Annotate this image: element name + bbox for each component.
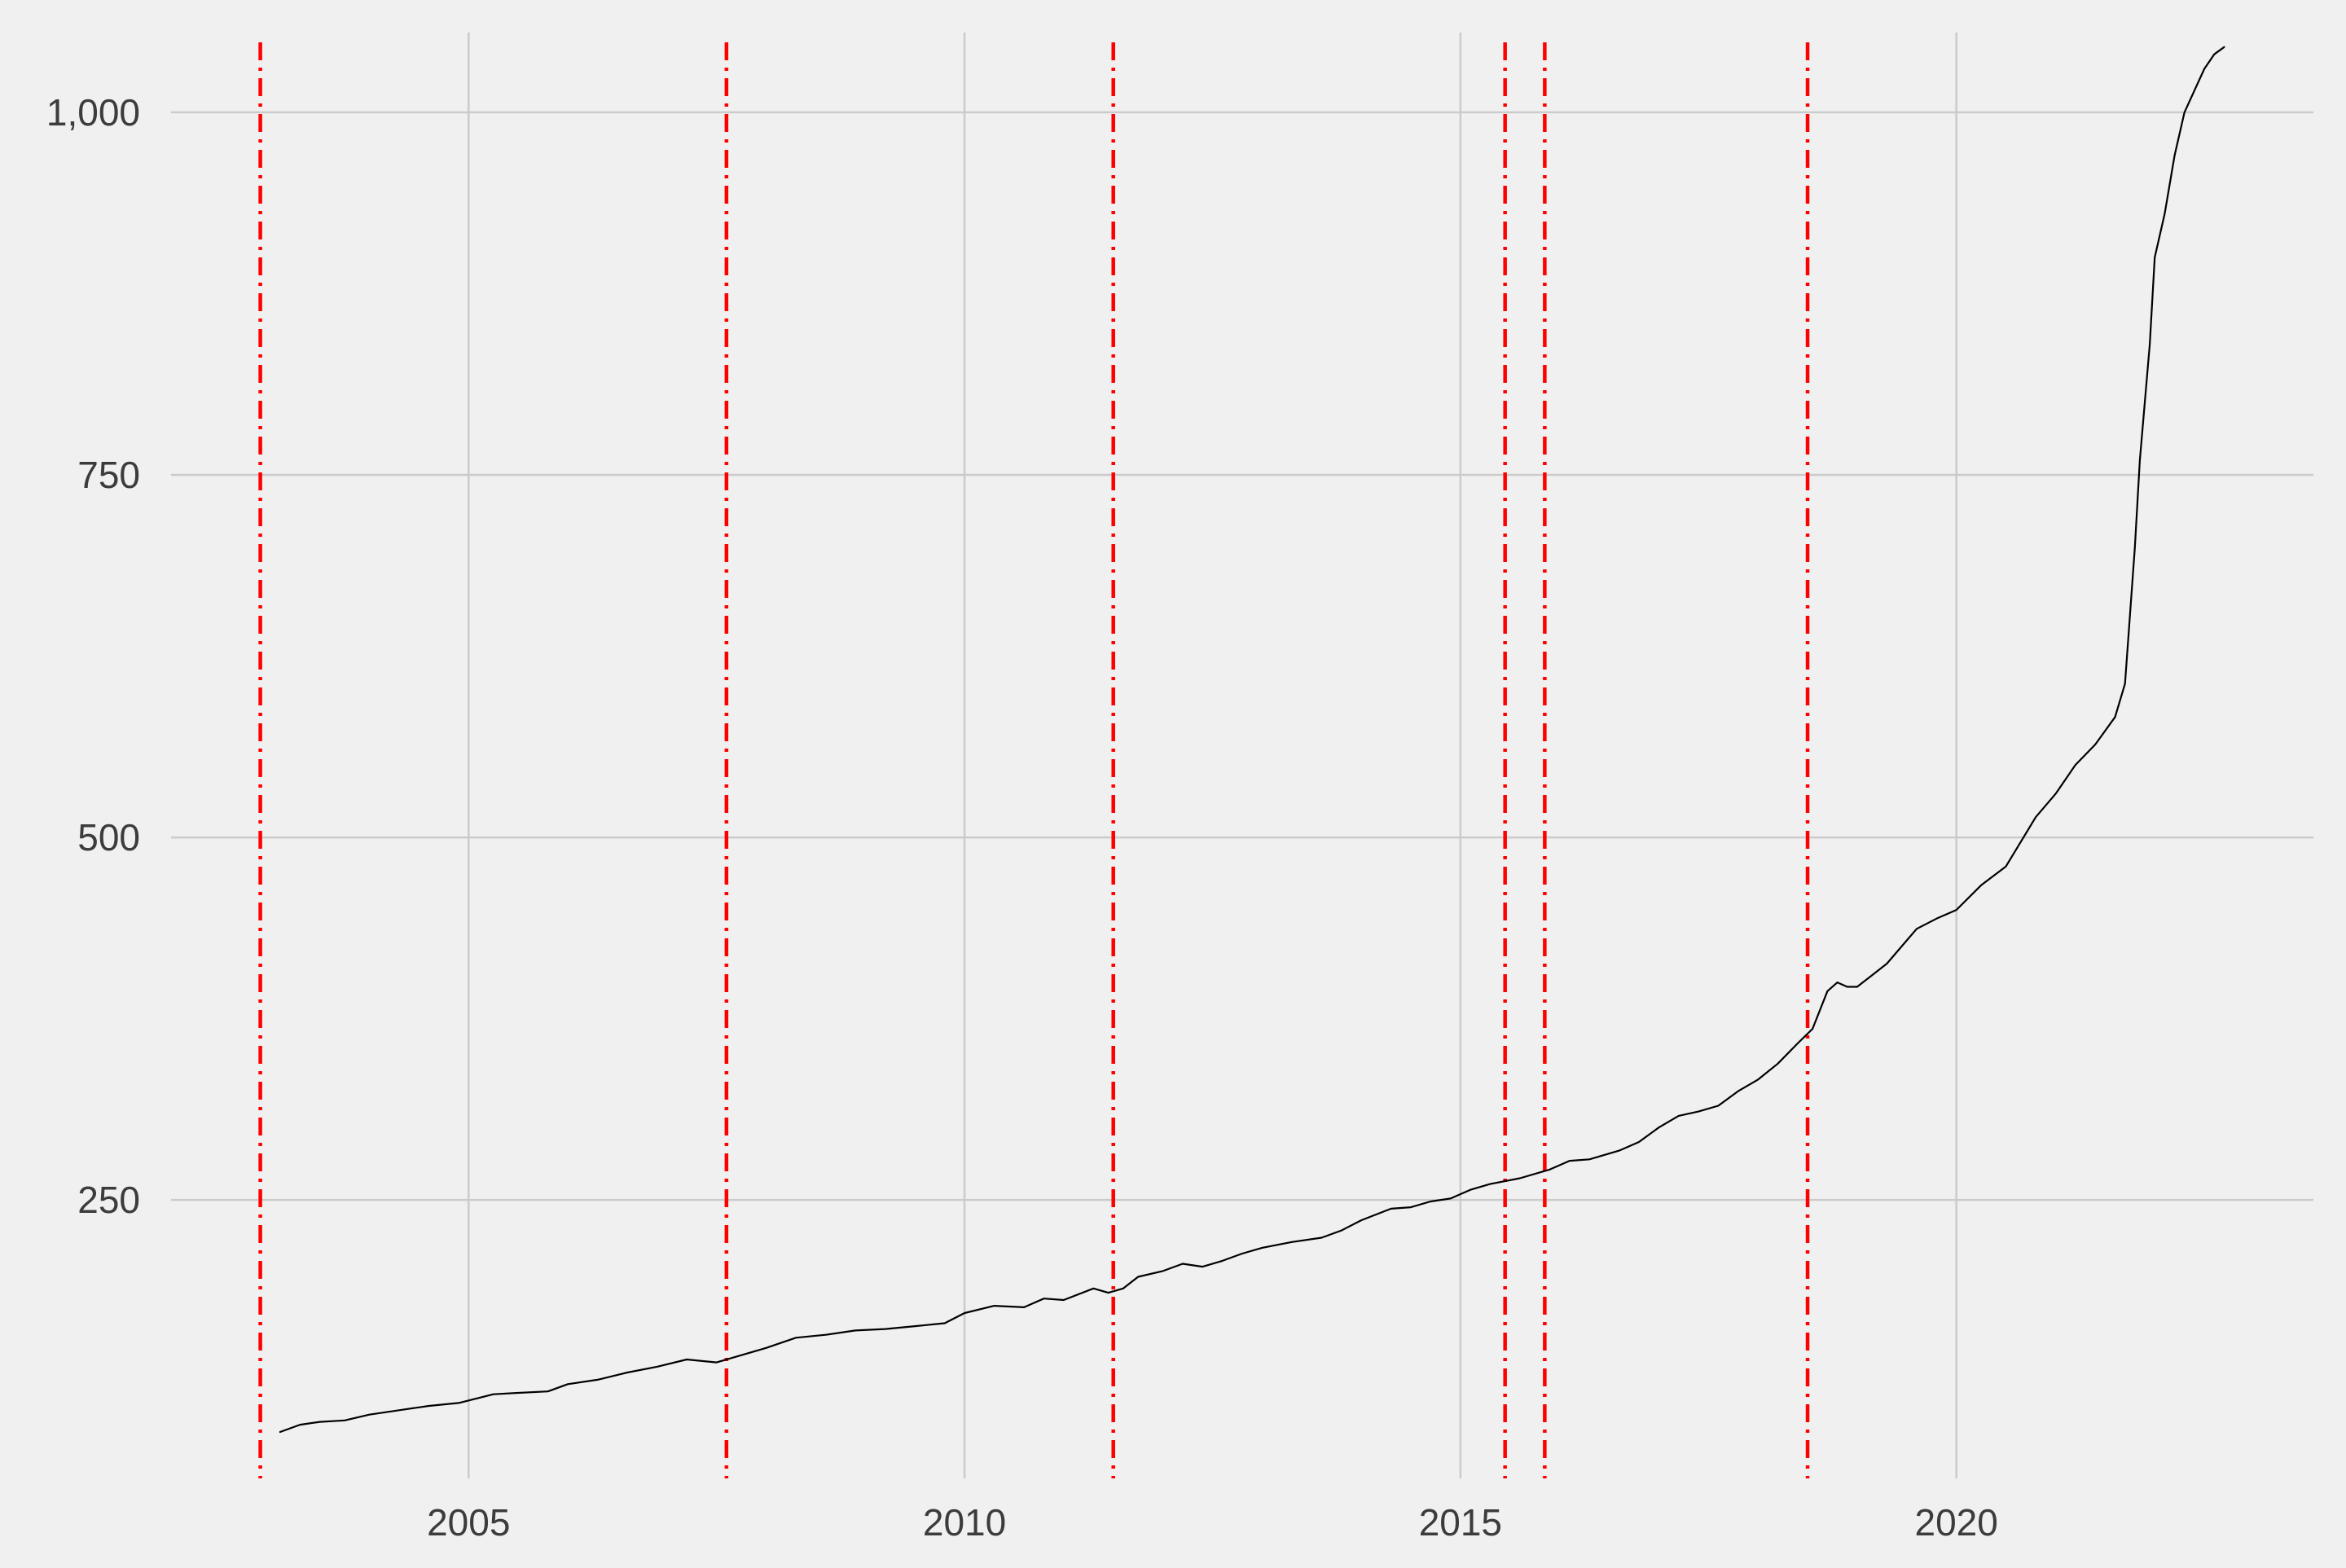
series-line xyxy=(279,46,2225,1434)
y-axis-ticks: 250 500 750 1,000 xyxy=(46,91,140,1221)
x-tick-label: 2005 xyxy=(427,1501,510,1544)
grid-lines xyxy=(171,33,2313,1478)
y-tick-label: 250 xyxy=(77,1179,140,1221)
x-axis-ticks: 2005 2010 2015 2020 xyxy=(427,1501,1998,1544)
x-tick-label: 2010 xyxy=(923,1501,1006,1544)
y-tick-label: 500 xyxy=(77,816,140,859)
y-tick-label: 1,000 xyxy=(46,91,140,134)
series-layer xyxy=(279,46,2225,1434)
x-tick-label: 2015 xyxy=(1419,1501,1502,1544)
reference-lines xyxy=(258,42,1810,1478)
y-tick-label: 750 xyxy=(77,454,140,496)
x-tick-label: 2020 xyxy=(1914,1501,1997,1544)
